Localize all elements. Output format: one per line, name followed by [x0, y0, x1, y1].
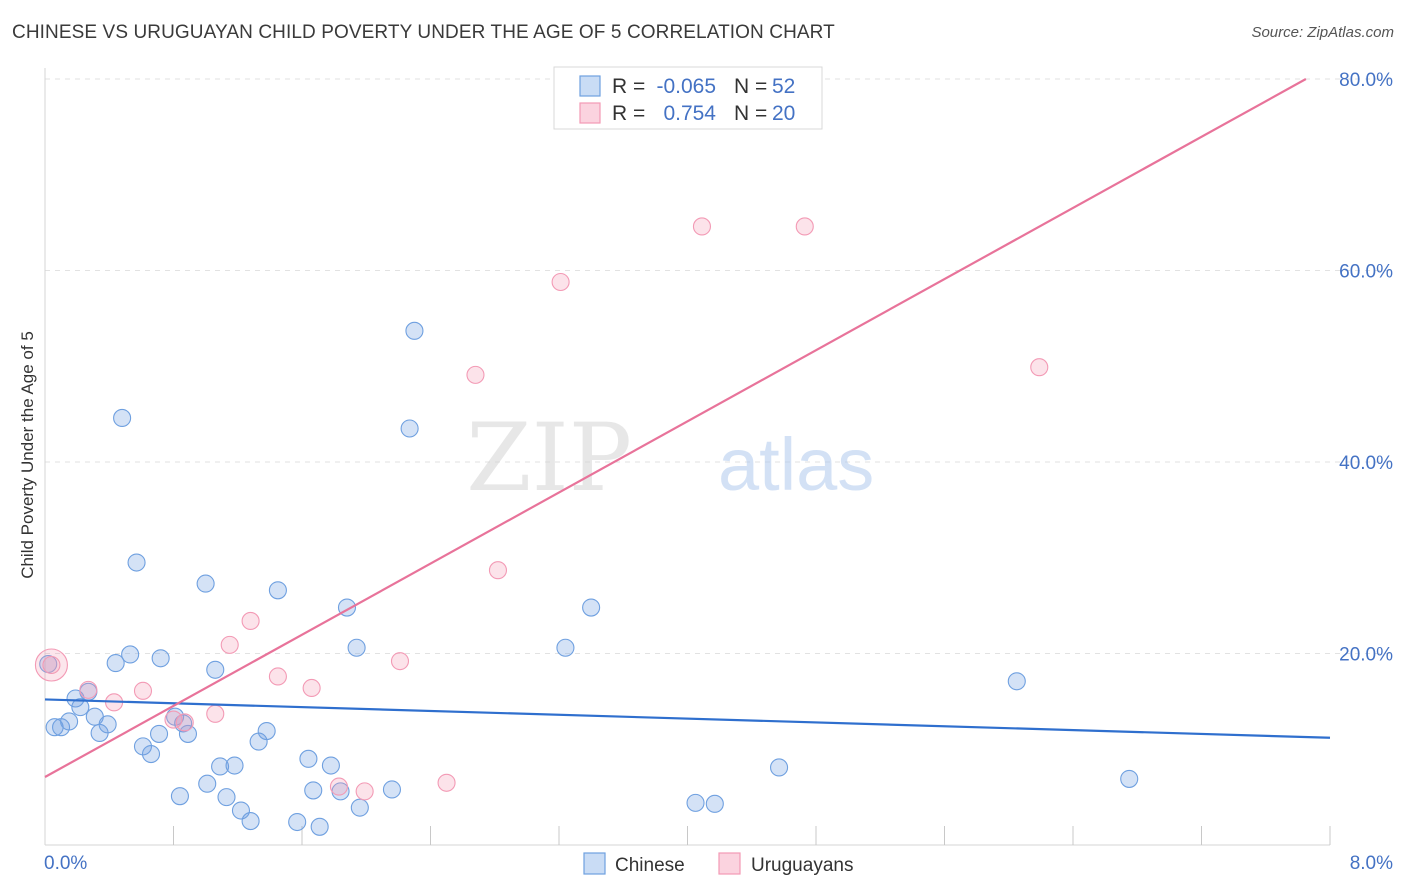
y-tick-label: 60.0%: [1339, 262, 1393, 283]
x-tick-label: 8.0%: [1350, 853, 1393, 874]
point-uruguayans: [220, 635, 239, 654]
tick-labels: 20.0% 40.0% 60.0% 80.0% 0.0% 8.0%: [44, 70, 1393, 874]
point-chinese: [60, 712, 79, 731]
legend-r-value-uruguayans: 0.754: [663, 102, 716, 125]
point-uruguayans: [175, 713, 194, 732]
trend-line-chinese: [44, 698, 1331, 739]
legend-n-value-uruguayans: 20: [772, 102, 795, 125]
point-chinese: [151, 649, 170, 668]
watermark-zip: ZIP: [466, 404, 632, 513]
point-chinese: [350, 798, 369, 817]
data-points: [34, 217, 1139, 836]
point-chinese: [211, 757, 230, 776]
legend-r-label-chinese: R =: [612, 75, 645, 98]
series-chinese: [39, 321, 1139, 836]
point-uruguayans: [390, 652, 410, 671]
bottom-legend-swatch-chinese: [583, 852, 606, 875]
point-chinese: [127, 553, 146, 572]
point-chinese: [400, 419, 419, 438]
point-chinese: [196, 574, 215, 593]
point-chinese: [198, 774, 217, 793]
y-axis-title: Child Poverty Under the Age of 5: [18, 331, 37, 579]
legend-r-label-uruguayans: R =: [612, 102, 645, 125]
y-tick-label: 40.0%: [1339, 453, 1393, 474]
point-uruguayans: [164, 710, 183, 729]
point-chinese: [310, 817, 329, 836]
point-chinese: [149, 724, 169, 743]
point-uruguayans: [437, 773, 456, 792]
axes: [44, 68, 1331, 846]
point-chinese: [770, 758, 789, 777]
legend-swatch-chinese: [579, 75, 601, 97]
point-uruguayans: [355, 782, 374, 801]
point-uruguayans: [488, 561, 508, 580]
point-chinese: [174, 714, 193, 733]
trend-lines: [44, 78, 1331, 778]
point-uruguayans: [79, 680, 98, 699]
bottom-legend-label-chinese: Chinese: [615, 855, 685, 876]
point-uruguayans: [329, 777, 348, 796]
grid-lines: [45, 78, 1395, 654]
point-uruguayans: [551, 272, 570, 292]
point-chinese: [582, 598, 601, 617]
point-uruguayans: [466, 365, 485, 384]
point-chinese: [141, 744, 161, 764]
point-uruguayans: [302, 678, 321, 698]
point-chinese: [382, 780, 402, 799]
point-chinese: [217, 788, 236, 807]
point-uruguayans: [133, 681, 153, 700]
point-chinese: [170, 787, 189, 806]
point-chinese: [321, 756, 340, 775]
point-uruguayans: [795, 217, 814, 236]
x-tick-label: 0.0%: [44, 853, 87, 874]
point-uruguayans: [268, 667, 287, 686]
point-uruguayans: [206, 704, 225, 723]
point-chinese: [686, 793, 705, 812]
point-uruguayans: [1030, 358, 1049, 377]
point-chinese: [121, 645, 140, 664]
chart-title: CHINESE VS URUGUAYAN CHILD POVERTY UNDER…: [12, 22, 835, 43]
legend-swatch-uruguayans: [579, 102, 601, 124]
watermark-atlas: atlas: [718, 423, 874, 506]
point-chinese: [1120, 769, 1139, 788]
point-chinese: [257, 722, 276, 741]
point-chinese: [705, 794, 724, 813]
legend-n-label-uruguayans: N =: [734, 102, 767, 125]
legend-n-value-chinese: 52: [772, 75, 795, 98]
point-chinese: [1007, 672, 1026, 691]
point-uruguayans: [692, 217, 712, 236]
series-legend: Chinese Uruguayans: [583, 852, 853, 876]
legend-n-label-chinese: N =: [734, 75, 767, 98]
point-uruguayans: [42, 655, 61, 675]
series-uruguayans: [42, 217, 1049, 801]
point-chinese: [268, 581, 287, 600]
point-chinese: [206, 660, 225, 679]
point-chinese: [98, 715, 117, 734]
point-chinese: [106, 654, 125, 673]
point-chinese: [288, 812, 307, 832]
point-uruguayans-cluster: [34, 648, 68, 682]
trend-line-uruguayans: [44, 78, 1307, 778]
point-chinese: [225, 756, 244, 775]
bottom-legend-label-uruguayans: Uruguayans: [751, 855, 853, 876]
legend-r-value-chinese: -0.065: [656, 75, 716, 98]
point-chinese: [71, 698, 90, 717]
y-tick-label: 20.0%: [1339, 645, 1393, 666]
watermark: ZIP atlas: [466, 404, 874, 513]
point-chinese: [405, 321, 424, 340]
correlation-legend: R = -0.065 N = 52 R = 0.754 N = 20: [553, 66, 823, 130]
point-chinese: [556, 638, 575, 657]
point-chinese: [304, 781, 323, 800]
point-chinese: [178, 724, 198, 743]
point-chinese: [347, 638, 366, 657]
y-tick-label: 80.0%: [1339, 70, 1393, 91]
point-chinese: [241, 812, 260, 831]
point-chinese: [299, 749, 318, 768]
source-credit: Source: ZipAtlas.com: [1251, 24, 1394, 41]
point-uruguayans: [241, 611, 260, 630]
point-chinese: [113, 408, 132, 428]
bottom-legend-swatch-uruguayans: [718, 852, 741, 875]
